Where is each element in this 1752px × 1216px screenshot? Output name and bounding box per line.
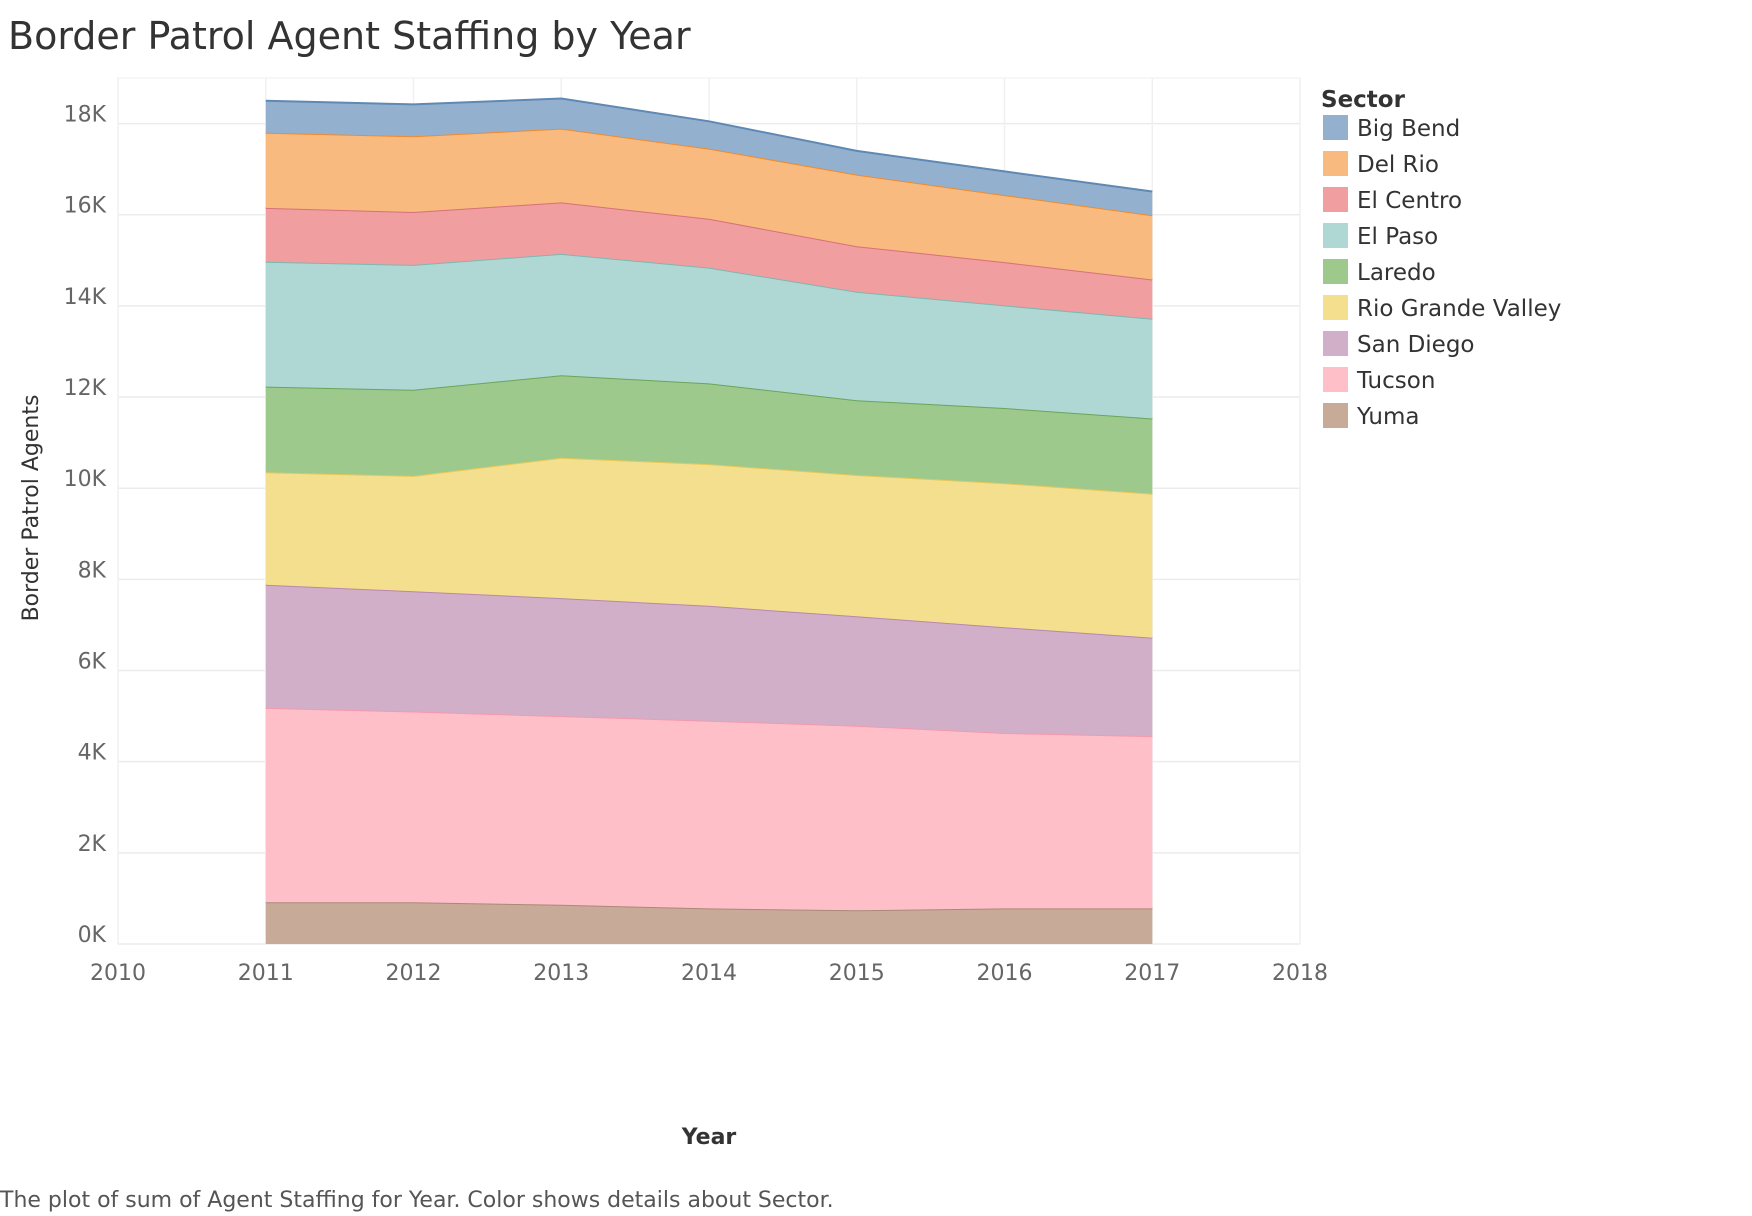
legend-label: Tucson bbox=[1356, 368, 1435, 394]
legend-swatch bbox=[1323, 295, 1348, 320]
legend-label: San Diego bbox=[1357, 332, 1475, 358]
chart-caption: The plot of sum of Agent Staffing for Ye… bbox=[0, 1188, 834, 1213]
x-tick-label: 2014 bbox=[681, 961, 737, 986]
legend-swatch bbox=[1323, 367, 1348, 392]
legend: Sector Big Bend Del Rio El Centro El Paso La… bbox=[1321, 87, 1561, 430]
legend-item[interactable]: Del Rio bbox=[1323, 151, 1439, 178]
y-tick-label: 18K bbox=[64, 103, 107, 128]
legend-item[interactable]: Big Bend bbox=[1323, 115, 1460, 142]
legend-label: El Centro bbox=[1357, 188, 1462, 214]
y-tick-label: 6K bbox=[78, 650, 107, 675]
legend-label: Big Bend bbox=[1357, 116, 1460, 142]
area-big-bend bbox=[265, 98, 1153, 216]
legend-swatch bbox=[1323, 331, 1348, 356]
y-tick-label: 12K bbox=[64, 376, 107, 401]
x-axis-ticks: 2010 2011 2012 2013 2014 2015 2016 2017 2018 bbox=[90, 961, 1328, 986]
legend-swatch bbox=[1323, 115, 1348, 140]
area-el-paso bbox=[265, 253, 1153, 419]
x-tick-label: 2013 bbox=[533, 961, 589, 986]
area-del-rio bbox=[265, 128, 1153, 280]
y-tick-label: 8K bbox=[78, 558, 107, 583]
legend-swatch bbox=[1323, 223, 1348, 248]
x-tick-label: 2017 bbox=[1124, 961, 1180, 986]
x-tick-label: 2010 bbox=[90, 961, 146, 986]
y-tick-label: 0K bbox=[78, 923, 107, 948]
x-tick-label: 2011 bbox=[238, 961, 294, 986]
legend-swatch bbox=[1323, 151, 1348, 176]
legend-item[interactable]: El Paso bbox=[1323, 223, 1438, 250]
legend-title: Sector bbox=[1321, 87, 1406, 113]
legend-item[interactable]: San Diego bbox=[1323, 331, 1475, 358]
legend-item[interactable]: Tucson bbox=[1323, 367, 1435, 394]
y-tick-label: 2K bbox=[78, 832, 107, 857]
chart-title: Border Patrol Agent Staffing by Year bbox=[8, 14, 691, 58]
x-tick-label: 2018 bbox=[1272, 961, 1328, 986]
x-tick-label: 2015 bbox=[829, 961, 885, 986]
x-tick-label: 2012 bbox=[386, 961, 442, 986]
legend-swatch bbox=[1323, 259, 1348, 284]
legend-label: Laredo bbox=[1357, 260, 1436, 286]
stacked-areas bbox=[265, 97, 1153, 944]
legend-label: El Paso bbox=[1357, 224, 1438, 250]
y-axis-ticks: 0K 2K 4K 6K 8K 10K 12K 14K 16K 18K bbox=[64, 103, 107, 948]
y-tick-label: 14K bbox=[64, 285, 107, 310]
area-yuma bbox=[265, 902, 1153, 944]
area-tucson bbox=[265, 707, 1153, 911]
area-rio-grande-valley bbox=[265, 457, 1153, 638]
legend-item[interactable]: Yuma bbox=[1323, 403, 1420, 430]
x-axis-title: Year bbox=[681, 1125, 737, 1150]
y-tick-label: 4K bbox=[78, 741, 107, 766]
x-tick-label: 2016 bbox=[977, 961, 1033, 986]
legend-swatch bbox=[1323, 187, 1348, 212]
y-axis-title: Border Patrol Agents bbox=[19, 395, 44, 622]
legend-label: Yuma bbox=[1356, 404, 1420, 430]
area-line-big-bend bbox=[265, 97, 1153, 193]
legend-swatch bbox=[1323, 403, 1348, 428]
legend-label: Rio Grande Valley bbox=[1357, 296, 1561, 322]
y-tick-label: 16K bbox=[64, 194, 107, 219]
legend-label: Del Rio bbox=[1357, 152, 1439, 178]
legend-item[interactable]: El Centro bbox=[1323, 187, 1462, 214]
legend-item[interactable]: Laredo bbox=[1323, 259, 1436, 286]
area-el-centro bbox=[265, 202, 1153, 319]
y-tick-label: 10K bbox=[64, 467, 107, 492]
legend-item[interactable]: Rio Grande Valley bbox=[1323, 295, 1561, 322]
